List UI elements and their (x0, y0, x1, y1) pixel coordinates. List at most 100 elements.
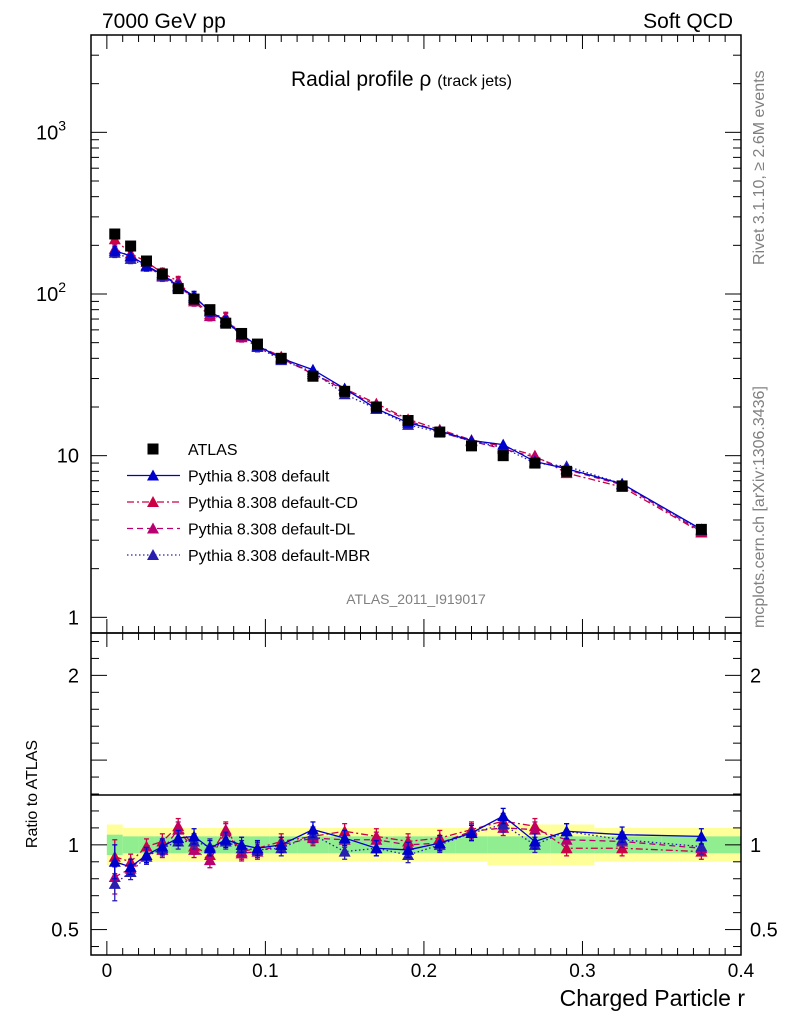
legend-label: Pythia 8.308 default (188, 469, 330, 486)
ratio-marker-dl (219, 825, 232, 837)
legend-item-mbr: Pythia 8.308 default-MBR (127, 548, 370, 565)
marker-data (172, 283, 184, 295)
legend-label: Pythia 8.308 default-DL (188, 522, 355, 539)
y-tick-label: 103 (36, 117, 66, 144)
chart-title-main: Radial profile (291, 68, 414, 91)
marker-data (370, 401, 382, 413)
ratio-band-inner (455, 836, 488, 854)
marker-data (465, 440, 477, 452)
ratio-marker-default (172, 832, 185, 844)
ratio-marker-default (616, 828, 629, 840)
ratio-marker-default (497, 810, 510, 822)
marker-data (251, 338, 263, 350)
ratio-marker-default (528, 835, 541, 847)
ratio-y-tick-label: 2 (68, 665, 79, 687)
marker-data (529, 457, 541, 469)
marker-data (307, 370, 319, 382)
ratio-line-default (114, 815, 702, 868)
ratio-y-tick-label: 0.5 (51, 920, 79, 942)
x-tick-label: 0.4 (728, 961, 755, 982)
series-cd (108, 233, 708, 538)
y-tick-exponent: 2 (58, 279, 66, 295)
ratio-marker-default (560, 825, 573, 837)
y-tick-label: 102 (36, 279, 66, 306)
marker-data (402, 415, 414, 427)
series-dl (108, 242, 708, 537)
ratio-marker-default (188, 830, 201, 842)
legend-item-data: ATLAS (147, 442, 238, 459)
legend-marker (147, 443, 159, 455)
marker-data (188, 293, 200, 305)
y-tick-exponent: 3 (58, 117, 66, 133)
marker-data (616, 480, 628, 492)
legend-marker (147, 496, 159, 507)
ratio-y-tick-label-right: 2 (750, 665, 761, 687)
ratio-y-tick-label-right: 1 (750, 835, 761, 857)
ratio-marker-default (124, 860, 137, 872)
legend-label: Pythia 8.308 default-CD (188, 495, 358, 512)
ratio-marker-dl (370, 833, 383, 845)
ratio-marker-default (338, 832, 351, 844)
marker-default (108, 244, 121, 256)
x-tick-label: 0.3 (569, 961, 595, 982)
marker-data (156, 268, 168, 280)
marker-data (125, 240, 137, 252)
legend-marker (147, 549, 159, 560)
ratio-marker-default (695, 830, 708, 842)
legend-item-cd: Pythia 8.308 default-CD (127, 495, 358, 512)
legend-marker (147, 522, 159, 534)
ratio-marker-default (251, 842, 264, 854)
series-mbr (108, 246, 708, 536)
legend-label: Pythia 8.308 default-MBR (188, 548, 370, 565)
ratio-marker-default (306, 823, 319, 835)
ratio-band-inner (487, 836, 520, 854)
analysis-id: ATLAS_2011_I919017 (346, 591, 486, 607)
ratio-marker-default (465, 826, 478, 838)
ratio-y-tick-label: 1 (68, 835, 79, 857)
ratio-line-mbr (114, 823, 702, 885)
ratio-band-inner (594, 836, 662, 854)
ratio-marker-default (370, 842, 383, 854)
ratio-band-inner (122, 836, 139, 854)
marker-data (695, 523, 707, 535)
ratio-y-axis-label: Ratio to ATLAS (24, 740, 41, 848)
ratio-uncertainty-bands (106, 824, 741, 866)
marker-data (109, 228, 121, 240)
marker-data (561, 465, 573, 477)
ratio-y-tick-label-right: 0.5 (750, 920, 778, 942)
ratio-marker-dl (203, 854, 216, 866)
rivet-version-label: Rivet 3.1.10, ≥ 2.6M events (751, 70, 768, 265)
marker-default (124, 249, 137, 261)
ratio-marker-default (108, 855, 121, 867)
ratio-marker-default (156, 840, 169, 852)
marker-data (434, 426, 446, 438)
series-line-cd (114, 238, 702, 534)
ratio-panel-series (108, 807, 708, 902)
chart-title: Radial profile ρ (track jets) (291, 68, 512, 91)
ratio-marker-mbr (695, 840, 708, 852)
y-tick-base: 10 (36, 122, 58, 144)
marker-data (140, 255, 152, 267)
ratio-marker-default (235, 838, 248, 850)
ratio-band-inner (550, 836, 595, 854)
marker-data (220, 317, 232, 329)
main-panel-frame (90, 34, 742, 634)
marker-default (497, 438, 510, 450)
ratio-marker-default (433, 837, 446, 849)
legend-label: ATLAS (188, 442, 238, 459)
legend-marker (147, 469, 159, 481)
marker-data (204, 304, 216, 316)
series-line-mbr (114, 252, 702, 531)
x-axis-label: Charged Particle r (560, 985, 746, 1011)
chart-title-suffix: (track jets) (437, 73, 512, 90)
marker-data (236, 327, 248, 339)
y-tick-label: 1 (68, 607, 79, 629)
ratio-line-cd (114, 820, 702, 863)
ratio-marker-default (402, 843, 415, 855)
x-tick-label: 0 (102, 961, 113, 982)
x-tick-label: 0.2 (411, 961, 437, 982)
marker-data (497, 450, 509, 462)
ratio-marker-default (203, 842, 216, 854)
ratio-marker-default (140, 849, 153, 861)
